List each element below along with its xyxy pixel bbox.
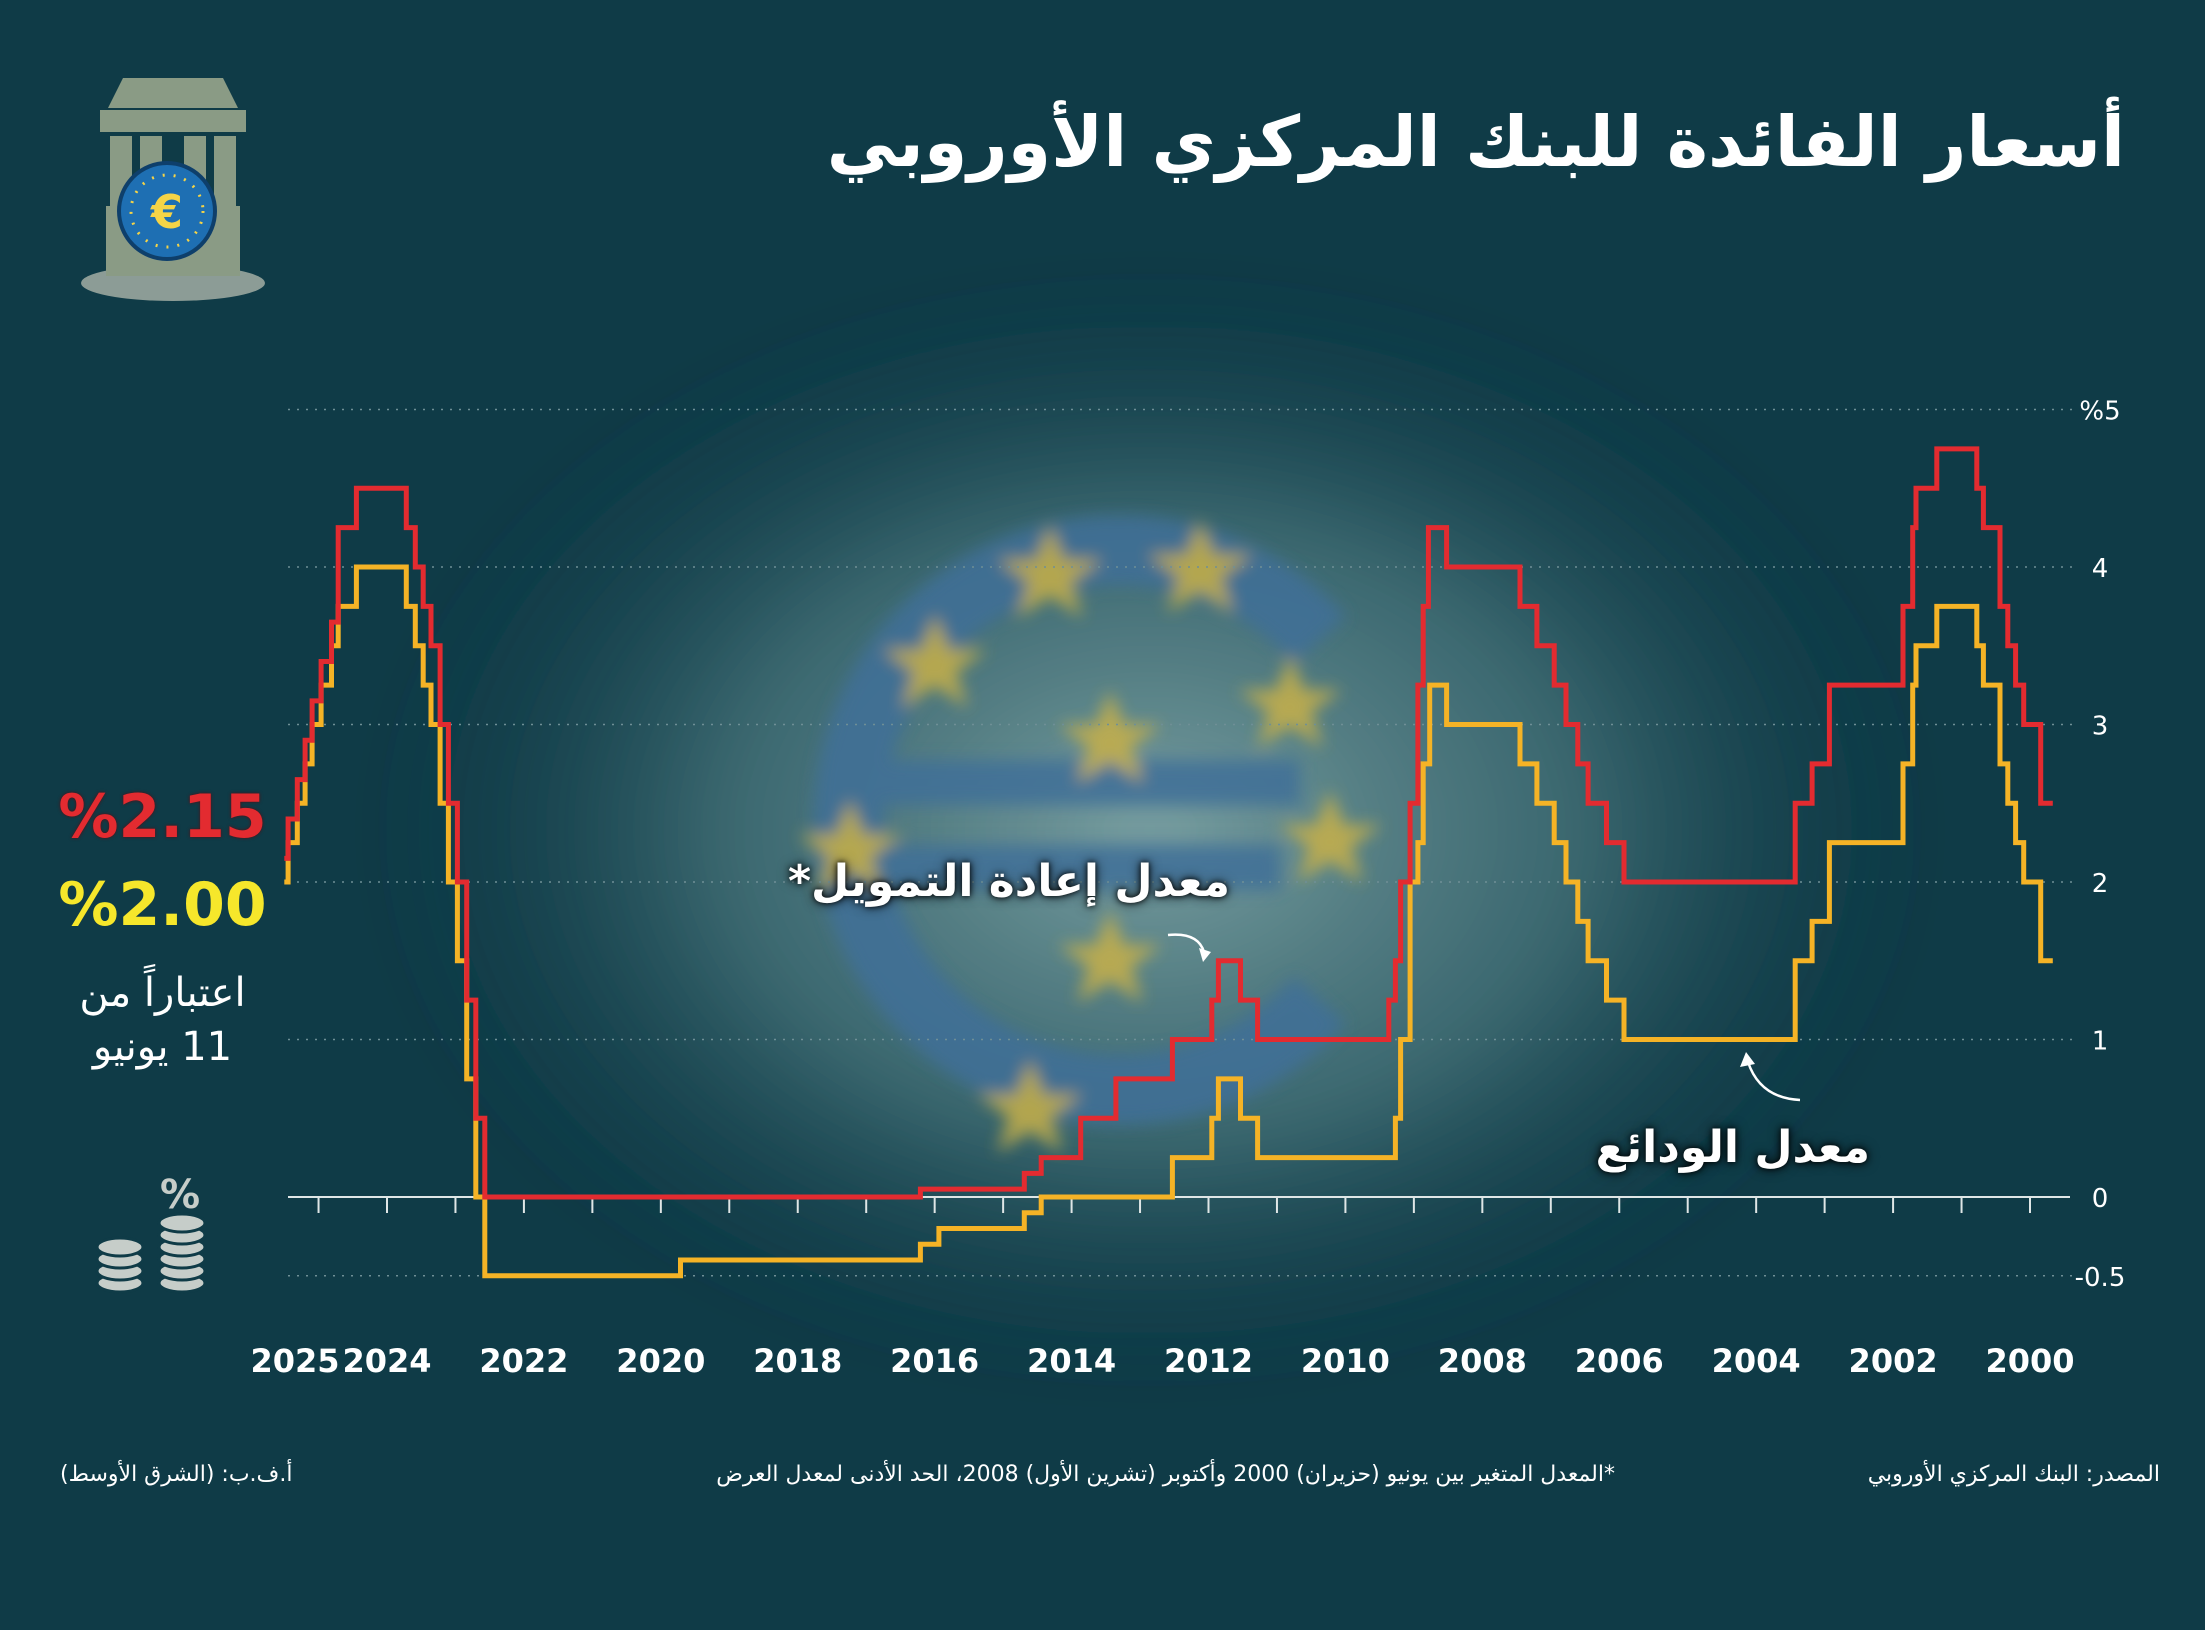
deposit-arrowhead [1740, 1052, 1755, 1067]
x-tick-label: 2000 [1985, 1342, 2074, 1380]
background-glow [370, 270, 1930, 1390]
coin-stacks-icon: % [95, 1172, 207, 1294]
refinancing-rate-line [284, 446, 2053, 1200]
y-tick-label: 1 [2092, 1027, 2109, 1057]
refinancing-rate-callout: معدل إعادة التمويل* [788, 856, 1230, 907]
x-tick-label: 2008 [1438, 1342, 1527, 1380]
source-note: المصدر: البنك المركزي الأوروبي [1867, 1462, 2160, 1487]
x-tick-label: 2025 [250, 1342, 339, 1380]
deposit-rate-callout: معدل الودائع [1595, 1122, 1870, 1173]
page-title: أسعار الفائدة للبنك المركزي الأوروبي [826, 101, 2125, 183]
credit-note: أ.ف.ب: (الشرق الأوسط) [60, 1462, 293, 1487]
y-tick-label: %5 [2079, 397, 2120, 427]
x-tick-label: 2006 [1575, 1342, 1664, 1380]
x-tick-label: 2018 [753, 1342, 842, 1380]
x-tick-label: 2010 [1301, 1342, 1390, 1380]
euro-sculpture [798, 515, 1382, 1153]
series-layer [284, 446, 2053, 1279]
x-tick-label: 2014 [1027, 1342, 1116, 1380]
x-tick-label: 2024 [342, 1342, 431, 1380]
x-tick-label: 2020 [616, 1342, 705, 1380]
effective-date-label: 11 يونيو [92, 1024, 233, 1070]
effective-since-label: اعتباراً من [79, 970, 246, 1016]
percent-icon: % [160, 1172, 200, 1218]
x-tick-label: 2016 [890, 1342, 979, 1380]
svg-text:%: % [160, 1172, 200, 1218]
current-refinancing-rate: %2.15 [58, 782, 267, 852]
x-tick-label: 2004 [1712, 1342, 1801, 1380]
euro-coin-icon: € [117, 161, 217, 261]
y-tick-label: 3 [2092, 712, 2109, 742]
bank-building-icon: € [81, 78, 265, 301]
x-tick-label: 2012 [1164, 1342, 1253, 1380]
y-tick-label: 4 [2092, 554, 2109, 584]
y-tick-label: -0.5 [2075, 1263, 2126, 1293]
footnote: *المعدل المتغير بين يونيو (حزيران) 2000 … [716, 1462, 1615, 1487]
refinancing-arrowhead [1199, 948, 1211, 962]
x-axis: 2000 2002 2004 2006 2008 2010 2012 2014 2016 2018… [250, 1342, 2074, 1380]
y-tick-label: 0 [2092, 1184, 2109, 1214]
deposit-rate-line [284, 564, 2053, 1279]
x-tick-label: 2002 [1849, 1342, 1938, 1380]
svg-text:€: € [150, 185, 183, 239]
y-axis: %5 4 3 2 1 0 -0.5 [2075, 397, 2126, 1293]
x-tick-label: 2022 [479, 1342, 568, 1380]
refinancing-callout-arrow [1167, 933, 1206, 953]
y-tick-label: 2 [2092, 869, 2109, 899]
current-deposit-rate: %2.00 [58, 870, 267, 940]
deposit-callout-arrow [1746, 1061, 1801, 1102]
